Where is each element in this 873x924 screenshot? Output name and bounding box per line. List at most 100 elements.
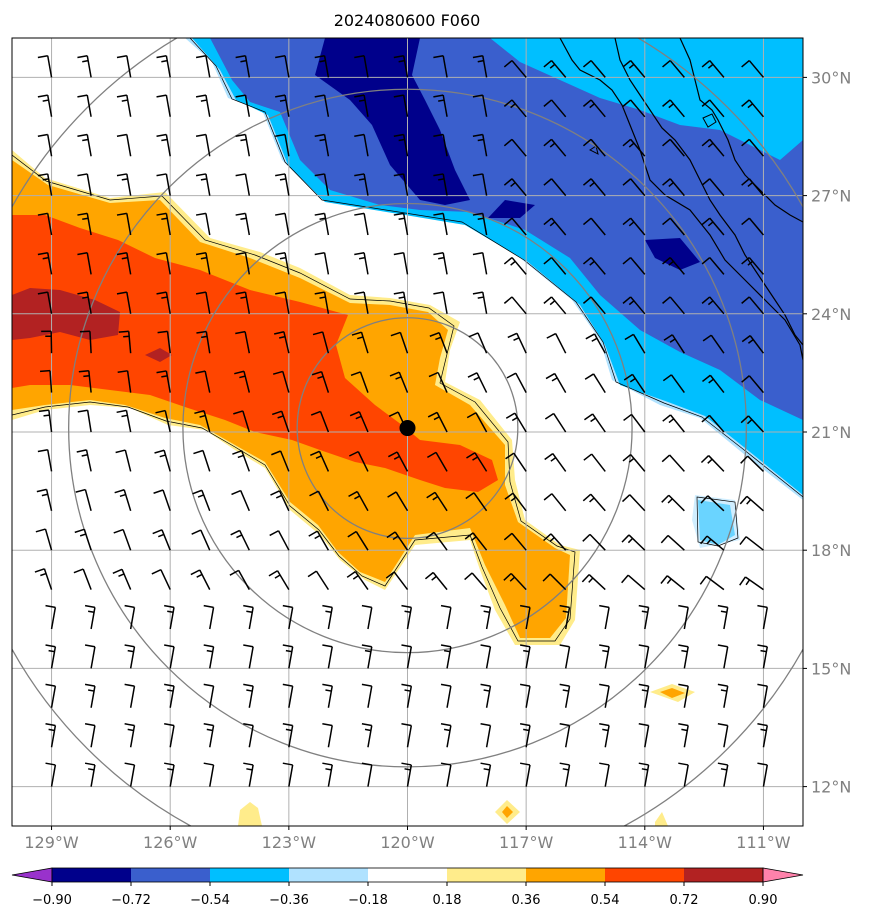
- wind-barb: [433, 291, 448, 314]
- wind-barb: [229, 569, 250, 590]
- wind-barb: [701, 99, 725, 118]
- wind-barb: [235, 94, 251, 117]
- wind-barb: [622, 178, 646, 197]
- wind-barb: [741, 178, 765, 197]
- wind-barb: [322, 723, 333, 748]
- wind-barb: [322, 604, 333, 630]
- wind-barb: [203, 644, 215, 669]
- wind-barb: [440, 762, 452, 787]
- range-rings: [12, 38, 803, 826]
- wind-barb: [700, 535, 725, 551]
- wind-barb: [662, 256, 685, 275]
- wind-barb: [429, 331, 448, 354]
- wind-barb: [322, 683, 333, 708]
- wind-barb: [622, 453, 646, 472]
- wind-barb: [35, 528, 53, 551]
- wind-barb: [156, 251, 171, 275]
- wind-barb: [164, 604, 175, 630]
- wind-barb: [717, 762, 729, 787]
- wind-barb: [273, 331, 290, 354]
- wind-barb: [741, 335, 765, 354]
- wind-barb: [114, 489, 132, 512]
- colorbar-tick-label: −0.72: [111, 893, 151, 908]
- wind-barb: [124, 683, 136, 708]
- wind-barb: [662, 138, 685, 157]
- wind-barb: [45, 644, 57, 669]
- wind-barb: [154, 449, 171, 472]
- wind-barb: [663, 334, 685, 354]
- wind-barb: [270, 490, 290, 512]
- wind-barb: [195, 370, 211, 393]
- wind-barb: [156, 370, 171, 393]
- wind-barb: [312, 331, 330, 354]
- wind-barb: [717, 683, 729, 708]
- shade-yellow-bottom-3: [655, 812, 668, 826]
- wind-barb: [152, 529, 171, 551]
- wind-barb: [36, 488, 53, 511]
- wind-barb: [581, 574, 606, 591]
- lon-tick-label: 126°W: [143, 833, 198, 852]
- wind-barb: [464, 572, 488, 591]
- wind-barb: [678, 683, 689, 708]
- wind-barb: [701, 59, 725, 78]
- wind-barbs: [34, 54, 769, 787]
- wind-barb: [757, 644, 769, 669]
- wind-barb: [77, 251, 92, 275]
- wind-barb: [662, 374, 685, 394]
- wind-barb: [401, 683, 413, 708]
- wind-barb: [401, 723, 413, 748]
- wind-barb: [84, 644, 96, 669]
- wind-barb: [700, 455, 725, 472]
- wind-barb: [559, 762, 571, 787]
- wind-barb: [440, 723, 452, 748]
- wind-barb: [582, 99, 606, 118]
- wind-barb: [393, 212, 409, 236]
- wind-barb: [425, 531, 448, 551]
- wind-barb: [559, 604, 571, 630]
- island-1: [702, 113, 717, 128]
- figure-title: 2024080600 F060: [334, 11, 481, 30]
- wind-barb: [192, 489, 211, 512]
- wind-barb: [124, 723, 136, 748]
- colorbar-tick-label: −0.90: [32, 893, 72, 908]
- shade-dark-red-2: [145, 348, 172, 362]
- wind-barb: [464, 532, 488, 551]
- wind-barb: [546, 332, 567, 354]
- colorbar-frame: [51, 867, 764, 883]
- wind-barb: [503, 296, 527, 315]
- colorbar-swatch: [447, 868, 526, 882]
- lon-tick-label: 117°W: [499, 833, 554, 852]
- wind-barb: [347, 530, 369, 551]
- wind-barb: [638, 762, 650, 787]
- contour-pos: [12, 154, 576, 642]
- wind-barb: [195, 94, 211, 117]
- wind-barb: [84, 723, 96, 748]
- wind-barb: [45, 762, 57, 787]
- wind-barb: [582, 296, 606, 315]
- wind-barb: [472, 251, 488, 275]
- lat-tick-label: 12°N: [811, 778, 851, 797]
- wind-barb: [543, 217, 567, 236]
- wind-barb: [582, 178, 606, 197]
- shade-navy: [315, 38, 470, 205]
- wind-barb: [269, 530, 290, 551]
- wind-barb: [622, 296, 646, 315]
- wind-barb: [717, 723, 729, 748]
- wind-barb: [701, 217, 725, 236]
- wind-barb: [41, 330, 53, 354]
- wind-barb: [519, 723, 531, 748]
- colorbar-swatch: [684, 868, 763, 882]
- wind-barb: [757, 723, 769, 748]
- wind-barb: [757, 762, 769, 787]
- wind-barb: [243, 723, 254, 748]
- wind-barb: [426, 491, 448, 512]
- wind-barb: [582, 493, 606, 512]
- wind-barb: [740, 415, 764, 433]
- wind-barb: [115, 449, 132, 472]
- contour-neg: [189, 38, 803, 498]
- wind-barb: [309, 490, 330, 512]
- wind-barb: [322, 644, 333, 669]
- wind-barb: [390, 331, 409, 354]
- wind-barb: [638, 644, 650, 669]
- wind-barb: [314, 173, 330, 196]
